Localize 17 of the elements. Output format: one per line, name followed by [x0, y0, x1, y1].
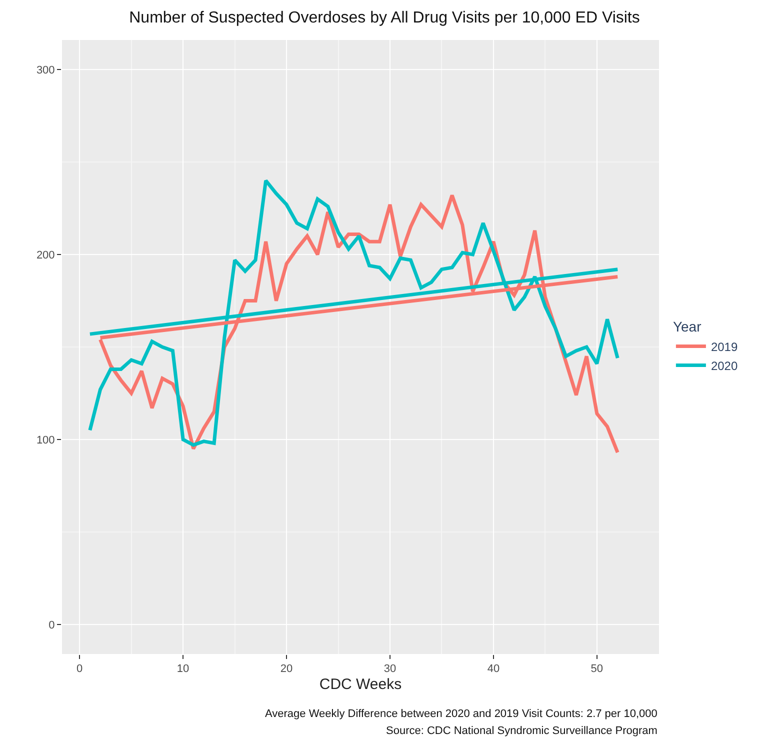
x-tick-label: 10: [176, 663, 190, 676]
x-tick-label: 40: [487, 663, 500, 676]
x-axis-title: CDC Weeks: [319, 676, 402, 694]
x-tick-label: 20: [280, 663, 293, 676]
chart-title: Number of Suspected Overdoses by All Drug Visits per 10,000 ED Visits: [129, 9, 640, 26]
legend-label: 2020: [710, 358, 738, 373]
legend-label: 2019: [710, 340, 738, 354]
y-tick-label: 300: [36, 64, 55, 76]
text: Average Weekly Difference between 2020 and 2019 Visit Counts: 2.7 per 10,000: [265, 708, 658, 720]
y-tick-label: 200: [36, 249, 55, 262]
x-tick-label: 50: [590, 663, 604, 676]
x-tick-label: 0: [76, 663, 83, 676]
y-tick-label: 0: [48, 619, 55, 632]
source-note: Source: CDC National Syndromic Surveillance Program: [386, 725, 658, 737]
legend-title: Year: [672, 318, 702, 335]
y-tick-label: 100: [36, 434, 55, 446]
x-tick-label: 30: [384, 663, 396, 676]
